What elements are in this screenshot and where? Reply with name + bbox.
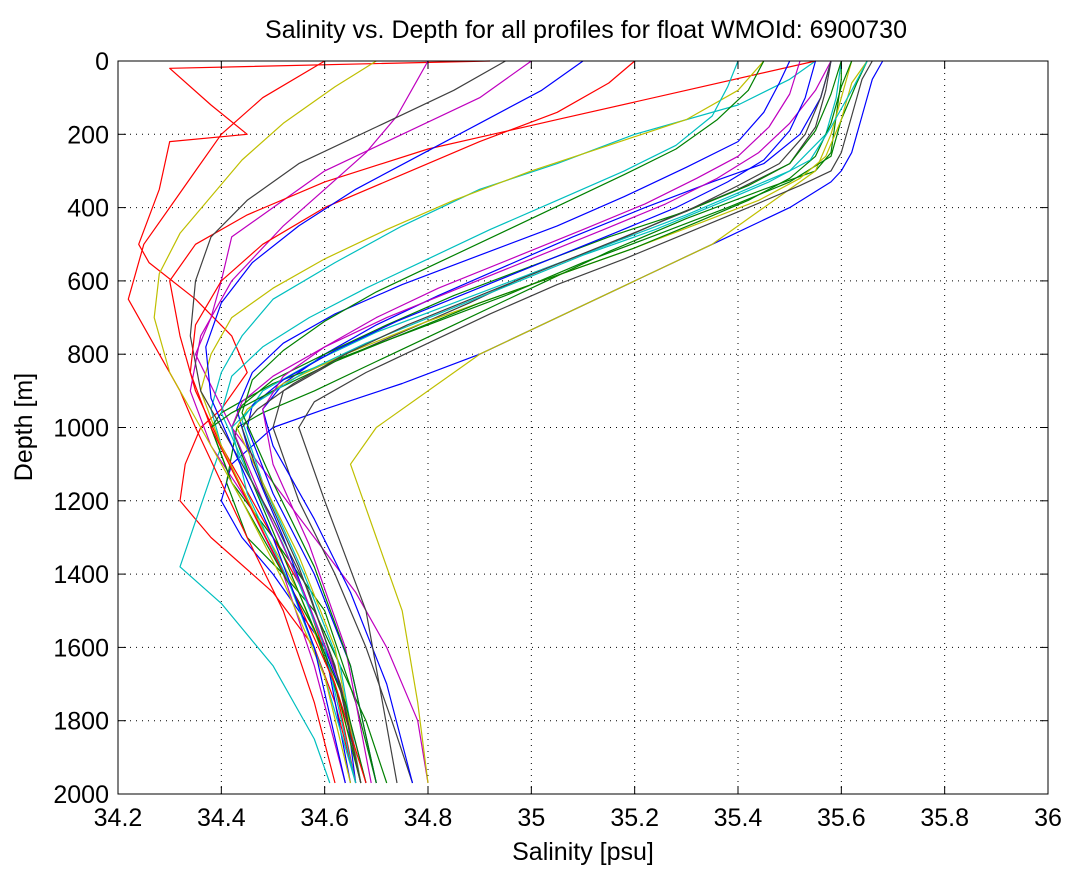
series-layer [127,60,884,784]
x-tick-label: 35.6 [817,804,866,832]
series-line [241,60,832,784]
y-tick-label: 1800 [53,708,109,736]
x-tick-label: 35 [517,804,545,832]
series-line [246,60,817,784]
series-line [349,60,853,784]
x-tick-label: 34.2 [94,804,143,832]
series-line [138,60,491,784]
series-line [225,61,842,784]
series-line [220,60,739,784]
y-tick-label: 1400 [53,561,109,589]
y-tick-label: 0 [95,48,109,76]
series-line [241,60,842,784]
series-line [153,60,377,784]
series-line [210,60,853,784]
series-line [231,60,832,784]
x-tick-label: 34.6 [300,804,349,832]
series-line [194,60,532,784]
series-line [189,60,429,784]
y-tick-label: 600 [67,268,109,296]
series-line [262,60,801,784]
y-tick-label: 1200 [53,488,109,516]
x-axis-label: Salinity [psu] [512,838,654,866]
series-line [241,60,765,784]
series-line [231,60,842,784]
series-line [179,60,816,784]
series-line [220,60,884,784]
series-line [205,60,584,784]
series-line [189,60,636,784]
series-line [298,60,873,784]
x-tick-label: 36 [1034,804,1062,832]
x-tick-label: 35.4 [714,804,763,832]
y-axis-label: Depth [m] [10,373,38,481]
grid-lines [118,61,1048,794]
x-tick-label: 35.2 [610,804,659,832]
y-tick-label: 2000 [53,781,109,809]
series-line [262,60,832,784]
y-tick-label: 800 [67,341,109,369]
series-line [127,60,336,784]
x-tick-label: 34.8 [404,804,453,832]
y-tick-label: 200 [67,121,109,149]
series-line [236,60,791,784]
series-line [231,60,868,784]
y-tick-label: 400 [67,195,109,223]
axis-ticks: 34.2 34.4 34.6 34.8 35 35.2 35.4 35.6 35.8 36 0 200… [53,48,1062,832]
series-line [169,60,816,784]
x-tick-label: 35.8 [920,804,969,832]
y-tick-label: 1600 [53,634,109,662]
y-tick-label: 1000 [53,415,109,443]
x-tick-label: 34.4 [197,804,246,832]
chart-title: Salinity vs. Depth for all profiles for … [265,16,907,44]
